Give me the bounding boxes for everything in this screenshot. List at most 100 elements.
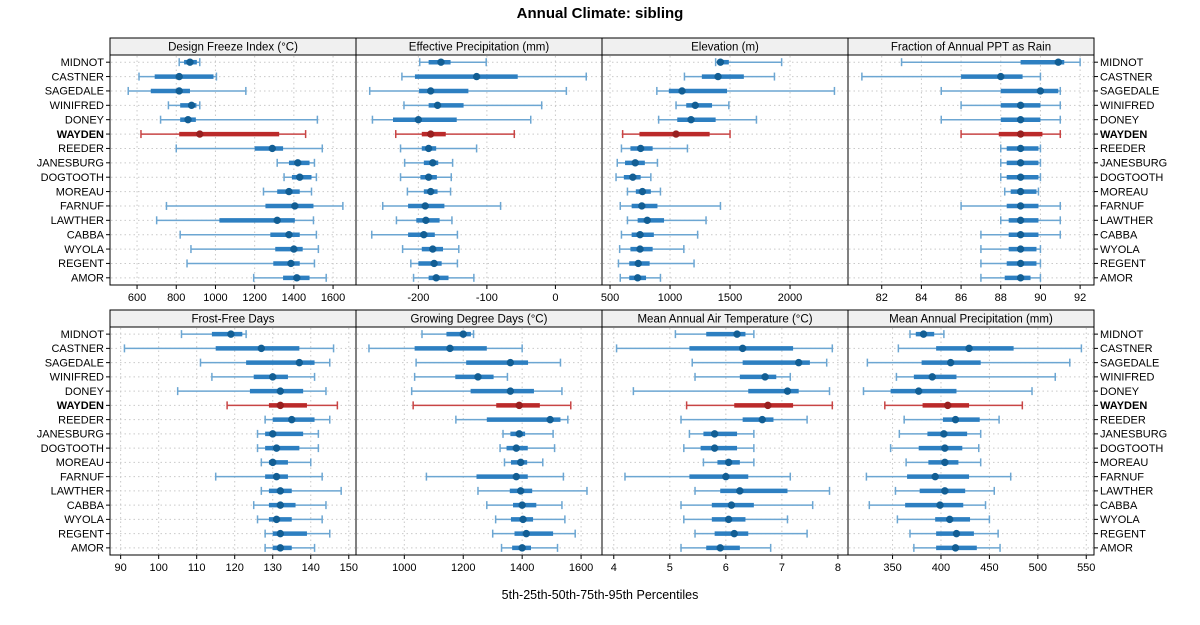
percentile-marker-midnot bbox=[900, 58, 1081, 67]
percentile-marker-winifred bbox=[960, 101, 1062, 110]
x-tick-label: 84 bbox=[915, 292, 927, 304]
median-dot bbox=[1016, 274, 1025, 282]
median-dot bbox=[276, 487, 285, 495]
station-label-left-winifred: WINIFRED bbox=[50, 372, 104, 384]
x-tick-label: 550 bbox=[1077, 562, 1095, 574]
median-dot bbox=[432, 274, 440, 282]
median-dot bbox=[951, 544, 960, 552]
median-dot bbox=[474, 373, 482, 381]
percentile-marker-reeder bbox=[175, 144, 324, 153]
station-label-right-lawther: LAWTHER bbox=[1100, 486, 1153, 498]
station-labels-top: MIDNOT MIDNOT CASTNER CASTNER SAGEDALE SAGEDA… bbox=[37, 57, 1168, 285]
x-tick-label: 130 bbox=[264, 562, 282, 574]
station-label-right-cabba: CABBA bbox=[1100, 500, 1138, 512]
station-label-right-reeder: REEDER bbox=[1100, 414, 1146, 426]
median-dot bbox=[716, 58, 725, 66]
station-label-left-amor: AMOR bbox=[71, 273, 104, 285]
median-dot bbox=[272, 444, 281, 452]
station-label-left-castner: CASTNER bbox=[51, 343, 104, 355]
median-dot bbox=[516, 458, 525, 467]
median-dot bbox=[276, 501, 285, 509]
percentile-marker-moreau bbox=[1003, 187, 1040, 196]
percentile-marker-regent bbox=[410, 259, 459, 268]
panel-header bbox=[847, 309, 1095, 328]
median-dot bbox=[414, 115, 423, 124]
percentile-marker-lawther bbox=[477, 486, 588, 495]
median-dot bbox=[724, 458, 733, 467]
station-label-left-doney: DONEY bbox=[65, 114, 105, 126]
median-dot bbox=[997, 72, 1005, 81]
median-dot bbox=[678, 87, 686, 95]
station-label-right-sagedale: SAGEDALE bbox=[1100, 86, 1159, 98]
percentile-marker-amor bbox=[913, 543, 1001, 552]
percentile-marker-regent bbox=[694, 529, 808, 538]
median-dot bbox=[1016, 130, 1025, 138]
median-dot bbox=[518, 501, 526, 509]
percentile-marker-moreau bbox=[262, 187, 313, 196]
percentile-marker-wayden bbox=[412, 401, 572, 410]
percentile-marker-dogtooth bbox=[283, 173, 318, 182]
percentile-marker-lawther bbox=[626, 216, 707, 225]
median-dot bbox=[459, 330, 467, 338]
percentile-marker-moreau bbox=[702, 458, 755, 467]
median-dot bbox=[287, 259, 295, 268]
median-dot bbox=[472, 72, 481, 81]
median-dot bbox=[714, 72, 722, 81]
percentile-marker-regent bbox=[980, 259, 1042, 268]
median-dot bbox=[629, 173, 637, 181]
median-dot bbox=[945, 515, 954, 524]
percentile-marker-moreau bbox=[406, 187, 452, 196]
x-tick-label: 100 bbox=[149, 562, 167, 574]
median-dot bbox=[186, 58, 194, 66]
median-dot bbox=[736, 487, 744, 495]
median-dot bbox=[710, 430, 719, 438]
median-dot bbox=[1016, 245, 1025, 253]
x-tick-label: 1500 bbox=[718, 292, 742, 304]
percentile-marker-reeder bbox=[620, 144, 689, 153]
station-label-left-amor: AMOR bbox=[71, 543, 104, 555]
station-label-right-castner: CASTNER bbox=[1100, 71, 1153, 83]
percentile-marker-sagedale bbox=[199, 358, 331, 367]
median-dot bbox=[506, 387, 515, 395]
median-dot bbox=[1016, 202, 1025, 210]
x-tick-label: 400 bbox=[932, 562, 950, 574]
percentile-marker-amor bbox=[680, 543, 772, 552]
percentile-marker-janesburg bbox=[688, 429, 755, 438]
x-tick-label: 450 bbox=[980, 562, 998, 574]
station-label-left-wyola: WYOLA bbox=[64, 514, 104, 526]
median-dot bbox=[758, 415, 766, 424]
percentile-marker-winifred bbox=[694, 372, 792, 381]
percentile-marker-regent bbox=[491, 529, 576, 538]
median-dot bbox=[269, 458, 277, 467]
median-dot bbox=[522, 529, 530, 538]
station-label-right-lawther: LAWTHER bbox=[1100, 215, 1153, 227]
percentile-marker-winifred bbox=[895, 372, 1057, 381]
median-dot bbox=[636, 245, 644, 253]
x-tick-label: 90 bbox=[1034, 292, 1046, 304]
percentile-marker-wyola bbox=[494, 515, 566, 524]
percentile-marker-wyola bbox=[190, 245, 320, 254]
percentile-marker-castner bbox=[138, 72, 218, 81]
station-label-left-cabba: CABBA bbox=[67, 229, 105, 241]
percentile-marker-janesburg bbox=[276, 158, 316, 167]
station-label-left-wayden: WAYDEN bbox=[57, 400, 104, 412]
percentile-marker-moreau bbox=[626, 187, 662, 196]
median-dot bbox=[518, 544, 526, 552]
percentile-marker-wyola bbox=[256, 515, 323, 524]
station-label-left-sagedale: SAGEDALE bbox=[45, 86, 104, 98]
percentile-marker-lawther bbox=[694, 486, 831, 495]
percentile-marker-wyola bbox=[401, 245, 460, 254]
percentile-marker-wyola bbox=[618, 245, 685, 254]
station-label-left-midnot: MIDNOT bbox=[61, 57, 105, 69]
percentile-marker-sagedale bbox=[691, 358, 828, 367]
plot-area bbox=[110, 55, 356, 285]
median-dot bbox=[296, 173, 304, 181]
x-tick-label: 1000 bbox=[203, 292, 227, 304]
percentile-marker-lawther bbox=[1000, 216, 1062, 225]
percentile-marker-dogtooth bbox=[615, 173, 652, 182]
x-tick-label: 110 bbox=[188, 562, 206, 574]
percentile-marker-doney bbox=[862, 387, 1033, 396]
percentile-marker-sagedale bbox=[368, 86, 568, 95]
